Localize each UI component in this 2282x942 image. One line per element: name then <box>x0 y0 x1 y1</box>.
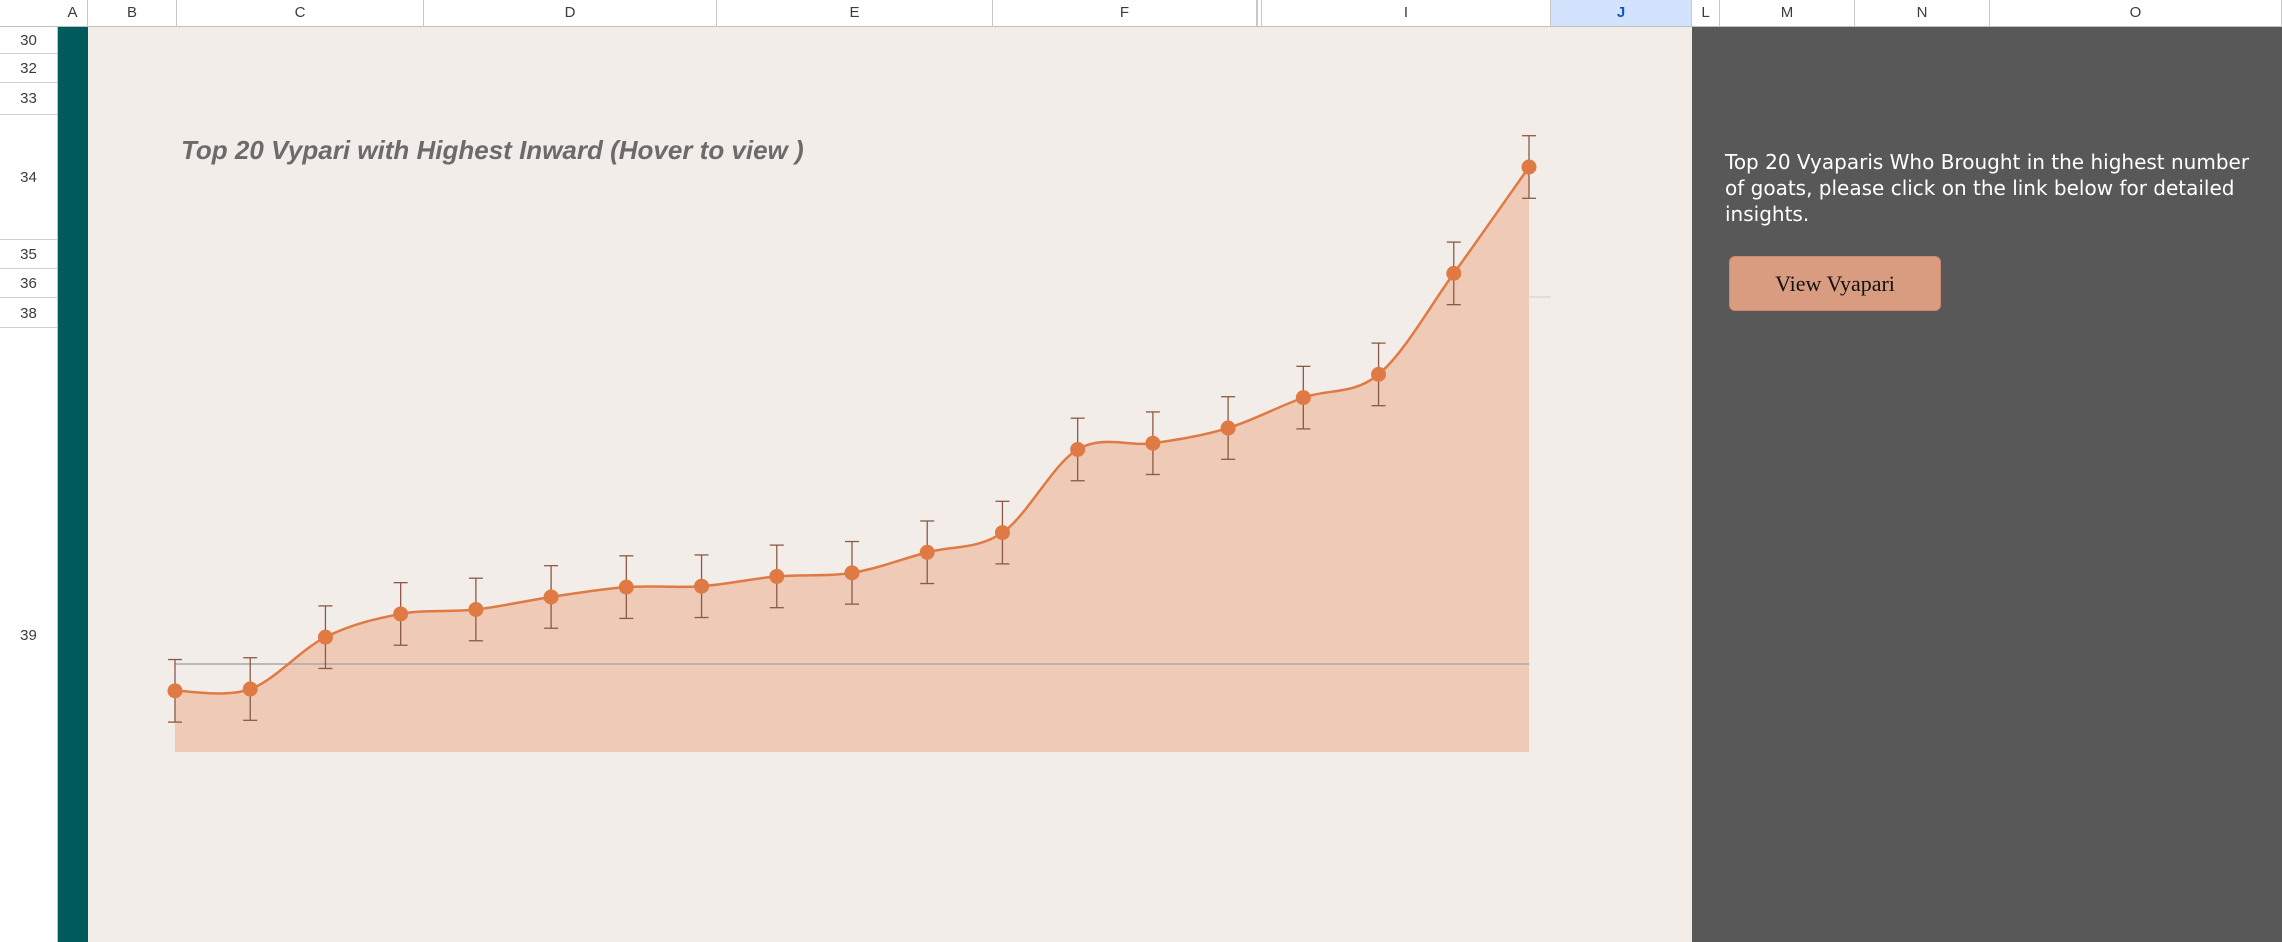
data-point[interactable] <box>919 544 935 560</box>
data-point[interactable] <box>1070 441 1086 457</box>
row-header-38[interactable]: 38 <box>0 300 57 328</box>
info-panel: Top 20 Vyaparis Who Brought in the highe… <box>1692 27 2282 942</box>
data-point[interactable] <box>994 525 1010 541</box>
data-point[interactable] <box>618 579 634 595</box>
data-point[interactable] <box>1371 366 1387 382</box>
row-header-32[interactable]: 32 <box>0 54 57 83</box>
view-vyapari-button[interactable]: View Vyapari <box>1729 256 1941 311</box>
chart-panel[interactable]: Top 20 Vypari with Highest Inward (Hover… <box>88 27 1692 942</box>
data-point[interactable] <box>769 568 785 584</box>
data-point[interactable] <box>543 589 559 605</box>
column-header-m[interactable]: M <box>1720 0 1855 26</box>
data-point[interactable] <box>393 606 409 622</box>
column-header-l[interactable]: L <box>1692 0 1720 26</box>
column-header-a[interactable]: A <box>58 0 88 26</box>
column-header-f[interactable]: F <box>993 0 1257 26</box>
chart-title: Top 20 Vypari with Highest Inward (Hover… <box>181 135 804 165</box>
column-header-d[interactable]: D <box>424 0 717 26</box>
info-description: Top 20 Vyaparis Who Brought in the highe… <box>1725 150 2250 226</box>
data-point[interactable] <box>1145 435 1161 451</box>
data-point[interactable] <box>167 683 183 699</box>
row-header-34[interactable]: 34 <box>0 115 57 240</box>
column-header-j[interactable]: J <box>1551 0 1692 26</box>
data-point[interactable] <box>844 565 860 581</box>
data-point[interactable] <box>468 601 484 617</box>
row-header-39[interactable]: 39 <box>20 626 37 644</box>
data-point[interactable] <box>694 578 710 594</box>
column-header-n[interactable]: N <box>1855 0 1990 26</box>
teal-column-strip <box>58 27 88 942</box>
data-point[interactable] <box>242 681 258 697</box>
data-point[interactable] <box>1220 420 1236 436</box>
data-point[interactable] <box>1295 390 1311 406</box>
column-header-e[interactable]: E <box>717 0 993 26</box>
data-point[interactable] <box>1521 159 1537 175</box>
column-header-c[interactable]: C <box>177 0 424 26</box>
row-header-35[interactable]: 35 <box>0 240 57 269</box>
data-point[interactable] <box>317 629 333 645</box>
row-header-30[interactable]: 30 <box>0 27 57 54</box>
column-header-b[interactable]: B <box>88 0 177 26</box>
row-header-bar: 30 32 33 34 35 36 38 39 <box>0 27 58 942</box>
column-header-i[interactable]: I <box>1262 0 1551 26</box>
hidden-columns-marker[interactable] <box>1257 0 1262 26</box>
column-header-o[interactable]: O <box>1990 0 2282 26</box>
area-fill <box>175 167 1529 752</box>
area-chart[interactable] <box>88 27 1692 942</box>
row-header-36[interactable]: 36 <box>0 269 57 298</box>
data-point[interactable] <box>1446 265 1462 281</box>
row-header-33[interactable]: 33 <box>0 83 57 115</box>
